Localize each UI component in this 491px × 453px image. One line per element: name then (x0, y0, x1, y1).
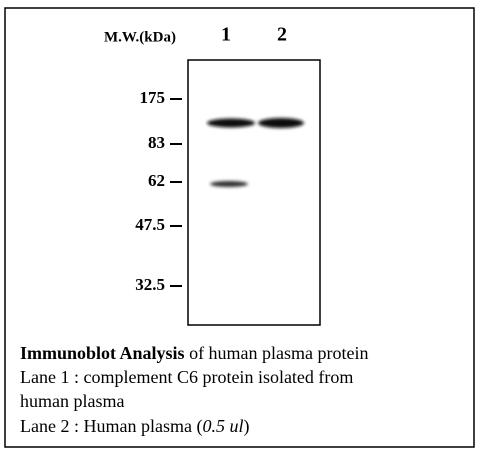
caption-line: Lane 2 : Human plasma (0.5 ul) (20, 414, 249, 438)
band (207, 118, 255, 128)
lane-label: 2 (277, 24, 287, 46)
mw-label: M.W.(kDa) (104, 29, 176, 45)
marker-label: 83 (148, 133, 165, 152)
caption-text: Lane 2 : Human plasma ( (20, 416, 203, 436)
caption-italic: 0.5 ul (202, 416, 244, 436)
marker-label: 47.5 (135, 215, 165, 234)
caption-bold: Immunoblot Analysis (20, 343, 185, 363)
marker-ticks (170, 98, 182, 287)
lane-label: 1 (221, 24, 231, 46)
caption-text: ) (243, 416, 250, 436)
caption-text: of human plasma protein (184, 343, 369, 363)
marker-label: 62 (148, 171, 165, 190)
caption-line: human plasma (20, 391, 125, 411)
caption-line: Immunoblot Analysis of human plasma prot… (20, 341, 369, 365)
band (258, 118, 304, 128)
marker-label: 175 (140, 88, 166, 107)
band (210, 181, 248, 187)
caption-line: Lane 1 : complement C6 protein isolated … (20, 367, 354, 387)
blot-frame (187, 59, 321, 326)
outer-border (4, 7, 475, 448)
marker-label: 32.5 (135, 275, 165, 294)
